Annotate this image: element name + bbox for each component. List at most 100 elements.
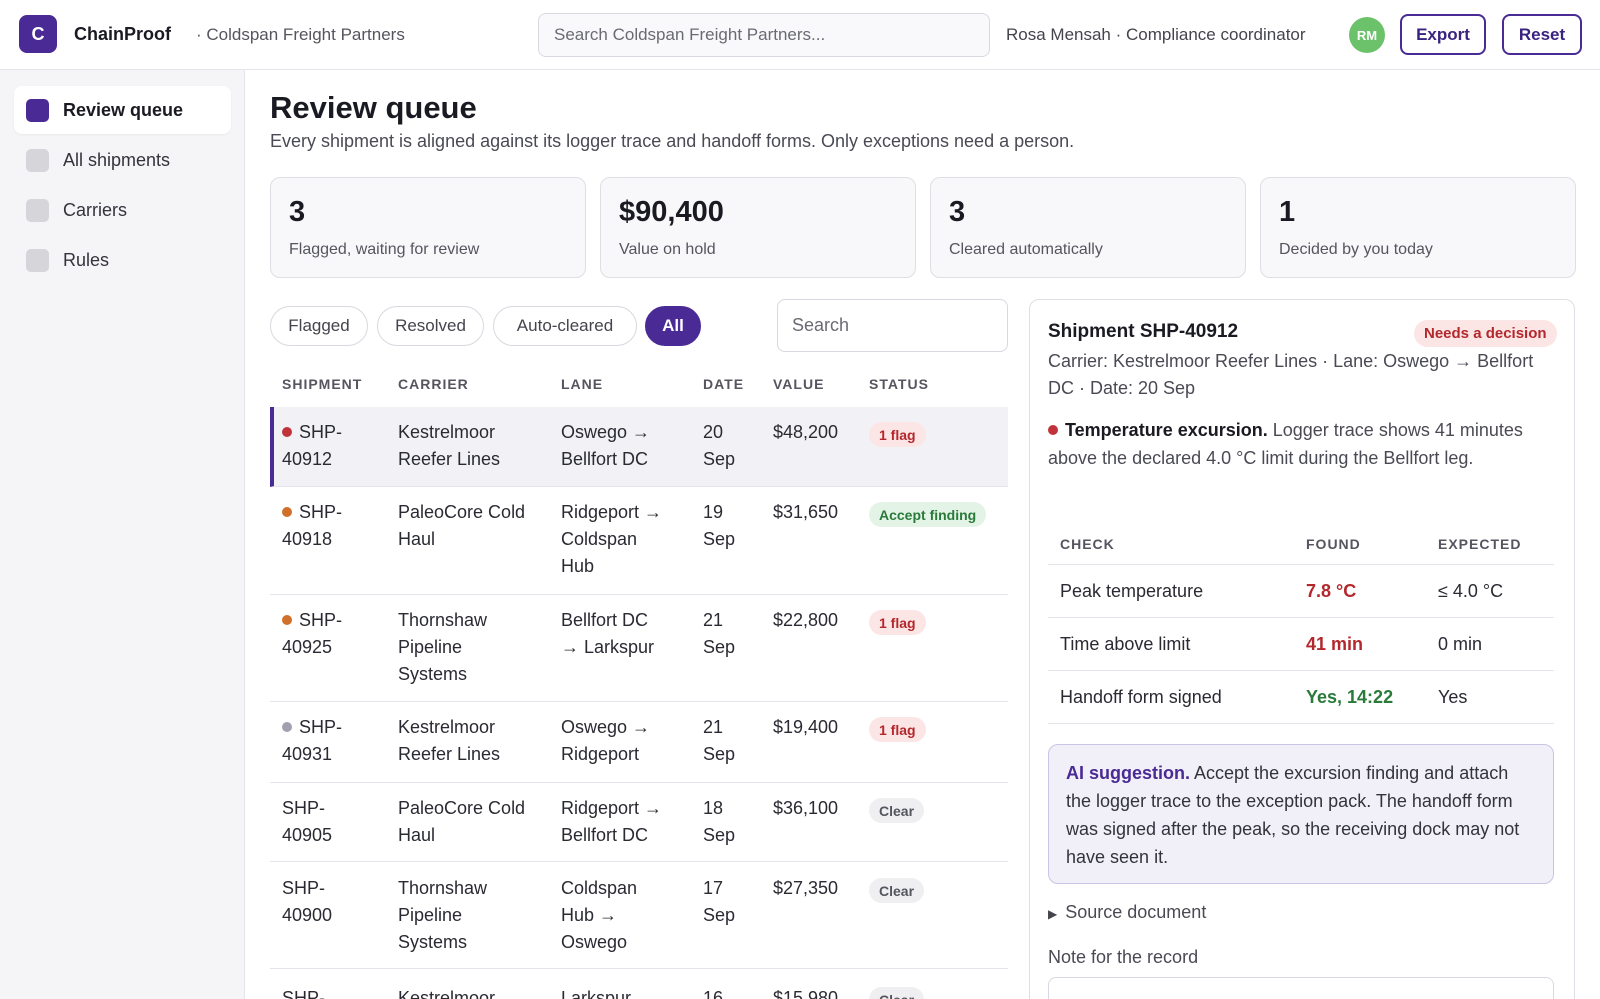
lane-line: Ridgeport → (561, 502, 663, 522)
date-month: Sep (703, 825, 736, 845)
shipment-id-prefix: SHP- (282, 878, 326, 898)
value: $22,800 (773, 610, 839, 630)
table-row[interactable]: SHP- 40900 Thornshaw Pipeline Systems Colds… (270, 862, 1008, 969)
table-row[interactable]: SHP- Kestrelmoor Larkspur → 16 $15,980 C… (270, 969, 1008, 999)
filter-all[interactable]: All (645, 306, 701, 346)
table-row[interactable]: SHP- 40931 Kestrelmoor Reefer Lines Oswego… (270, 702, 1008, 783)
check-row: Handoff form signed Yes, 14:22 Yes (1048, 671, 1554, 724)
filter-flagged[interactable]: Flagged (270, 306, 368, 346)
date: 19 Sep (703, 499, 735, 553)
shipment-detail-panel: Shipment SHP-40912 Needs a decision Carr… (1029, 299, 1575, 999)
check-row: Time above limit 41 min 0 min (1048, 618, 1554, 671)
column-header-shipment[interactable]: SHIPMENT (282, 376, 363, 392)
status-badge: Accept finding (869, 502, 987, 527)
column-header-carrier[interactable]: CARRIER (398, 376, 469, 392)
status-dot (282, 722, 292, 732)
sidebar-item-carriers[interactable]: Carriers (14, 186, 231, 234)
shipment-id-prefix: SHP- (299, 502, 343, 522)
sidebar-item-rules[interactable]: Rules (14, 236, 231, 284)
finding-title: Temperature excursion. (1065, 420, 1268, 440)
date-day: 19 (703, 502, 724, 522)
sidebar: Review queue All shipments Carriers Rule… (0, 70, 245, 999)
lane-line: → Larkspur (561, 637, 655, 657)
finding-dot (1048, 425, 1058, 435)
triangle-right-icon: ▶ (1048, 907, 1058, 921)
carrier-line: PaleoCore Cold (398, 502, 526, 522)
lane-line: Hub → (561, 905, 618, 925)
source-document-toggle[interactable]: ▶ Source document (1048, 902, 1206, 923)
table-search-input[interactable] (777, 299, 1008, 352)
lane: Coldspan Hub → Oswego (561, 875, 637, 956)
column-header-found: FOUND (1306, 536, 1361, 552)
date-month: Sep (703, 744, 736, 764)
carrier: Kestrelmoor Reefer Lines (398, 419, 500, 473)
carrier: Thornshaw Pipeline Systems (398, 607, 487, 688)
column-header-lane[interactable]: LANE (561, 376, 604, 392)
date: 17 Sep (703, 875, 735, 929)
carrier-line: Pipeline (398, 637, 463, 657)
global-search-input[interactable] (538, 13, 990, 57)
carrier-line: Systems (398, 664, 468, 684)
stat-label: Flagged, waiting for review (289, 241, 480, 258)
stat-card-decided: 1 Decided by you today (1260, 177, 1576, 278)
note-input[interactable] (1048, 977, 1554, 999)
ai-suggestion: AI suggestion. Accept the excursion find… (1048, 744, 1554, 884)
table-row[interactable]: SHP- 40925 Thornshaw Pipeline Systems Bellf… (270, 595, 1008, 702)
table-row[interactable]: SHP- 40905 PaleoCore Cold Haul Ridgeport →… (270, 783, 1008, 862)
user-name: Rosa Mensah · Compliance coordinator (1006, 25, 1306, 44)
date: 16 (703, 988, 724, 999)
avatar[interactable]: RM (1349, 17, 1385, 53)
check-name: Handoff form signed (1060, 687, 1222, 707)
table-row[interactable]: SHP- 40912 Kestrelmoor Reefer Lines Oswego… (270, 407, 1008, 487)
table-row[interactable]: SHP- 40918 PaleoCore Cold Haul Ridgeport →… (270, 487, 1008, 595)
stat-value: $90,400 (619, 196, 724, 228)
column-header-value[interactable]: VALUE (773, 376, 825, 392)
column-header-date[interactable]: DATE (703, 376, 745, 392)
carrier: Kestrelmoor Reefer Lines (398, 714, 500, 768)
sidebar-item-label: All shipments (63, 149, 171, 170)
shipment-id-number: 40905 (282, 825, 333, 845)
shipment-id: SHP- 40912 (282, 419, 342, 473)
lane-line: Bellfort DC (561, 825, 649, 845)
value: $31,650 (773, 502, 839, 522)
reset-button[interactable]: Reset (1502, 14, 1582, 55)
carrier-line: Haul (398, 529, 436, 549)
shipment-id-prefix: SHP- (299, 610, 343, 630)
check-name: Peak temperature (1060, 581, 1204, 601)
lane-line: Coldspan (561, 529, 638, 549)
filter-auto-cleared[interactable]: Auto-cleared (493, 306, 637, 346)
shipment-id-number: 40925 (282, 637, 333, 657)
date-month: Sep (703, 905, 736, 925)
filter-resolved[interactable]: Resolved (377, 306, 484, 346)
status-badge: Clear (869, 878, 925, 903)
lane: Bellfort DC → Larkspur (561, 607, 654, 661)
stat-label: Cleared automatically (949, 241, 1103, 258)
ai-suggestion-label: AI suggestion. (1066, 763, 1191, 783)
stat-card-cleared: 3 Cleared automatically (930, 177, 1246, 278)
date: 18 Sep (703, 795, 735, 849)
value: $36,100 (773, 798, 839, 818)
sidebar-item-all-shipments[interactable]: All shipments (14, 136, 231, 184)
shipment-id: SHP- 40918 (282, 499, 342, 553)
carriers-icon (26, 198, 49, 222)
date: 21 Sep (703, 607, 735, 661)
stat-label: Value on hold (619, 241, 716, 258)
stat-value: 3 (289, 196, 306, 228)
column-header-status[interactable]: STATUS (869, 376, 929, 392)
column-header-expected: EXPECTED (1438, 536, 1522, 552)
shipment-id-number: 40900 (282, 905, 333, 925)
export-button[interactable]: Export (1400, 14, 1486, 55)
sidebar-item-review-queue[interactable]: Review queue (14, 86, 231, 134)
status-badge: Clear (869, 987, 925, 999)
sidebar-item-label: Rules (63, 249, 110, 270)
value: $19,400 (773, 717, 839, 737)
carrier-line: Thornshaw (398, 610, 488, 630)
carrier-line: Kestrelmoor (398, 717, 496, 737)
date-month: Sep (703, 529, 736, 549)
note-label: Note for the record (1048, 947, 1199, 967)
stat-value: 1 (1279, 196, 1296, 228)
source-document-label: Source document (1065, 902, 1207, 922)
sidebar-item-label: Review queue (63, 99, 184, 120)
top-bar: C ChainProof · Coldspan Freight Partners… (0, 0, 1600, 70)
lane-line: Oswego → (561, 717, 651, 737)
